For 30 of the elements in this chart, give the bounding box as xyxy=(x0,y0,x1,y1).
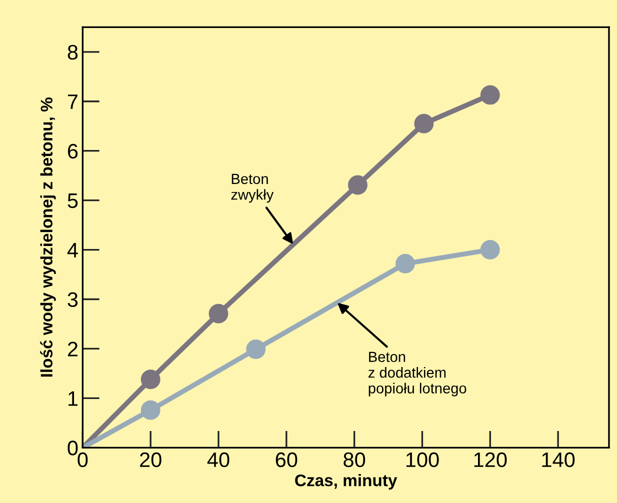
point xyxy=(480,85,500,105)
y-axis-title: Ilość wody wydzielonej z betonu, % xyxy=(40,98,56,377)
x-tick-label: 60 xyxy=(276,452,298,468)
x-tick-label: 140 xyxy=(542,452,575,468)
annotation: Beton zwykły xyxy=(231,174,274,203)
x-axis-title: Czas, minuty xyxy=(295,474,398,490)
x-tick-label: 20 xyxy=(140,452,162,468)
point xyxy=(208,304,228,324)
y-tick-label: 6 xyxy=(68,144,78,159)
y-tick-label: 3 xyxy=(68,292,78,308)
x-tick-label: 100 xyxy=(406,452,439,468)
annotation: Beton z dodatkiem popiołu lotnego xyxy=(368,352,466,396)
point xyxy=(396,254,415,274)
point xyxy=(414,114,434,134)
point xyxy=(140,400,160,420)
x-tick-label: 80 xyxy=(344,452,366,468)
x-tick-label: 40 xyxy=(207,452,230,468)
y-tick-label: 7 xyxy=(68,94,78,109)
y-tick-label: 5 xyxy=(68,194,78,208)
y-tick-label: 4 xyxy=(67,243,78,258)
x-tick-label: 0 xyxy=(78,452,88,468)
point xyxy=(246,340,266,359)
y-tick-label: 8 xyxy=(68,44,78,60)
y-tick-label: 1 xyxy=(68,391,78,406)
point xyxy=(140,370,160,390)
x-tick-label: 120 xyxy=(474,452,507,468)
point xyxy=(348,175,368,195)
y-tick-label: 0 xyxy=(68,440,78,456)
point xyxy=(480,240,500,260)
y-tick-label: 2 xyxy=(68,342,78,356)
